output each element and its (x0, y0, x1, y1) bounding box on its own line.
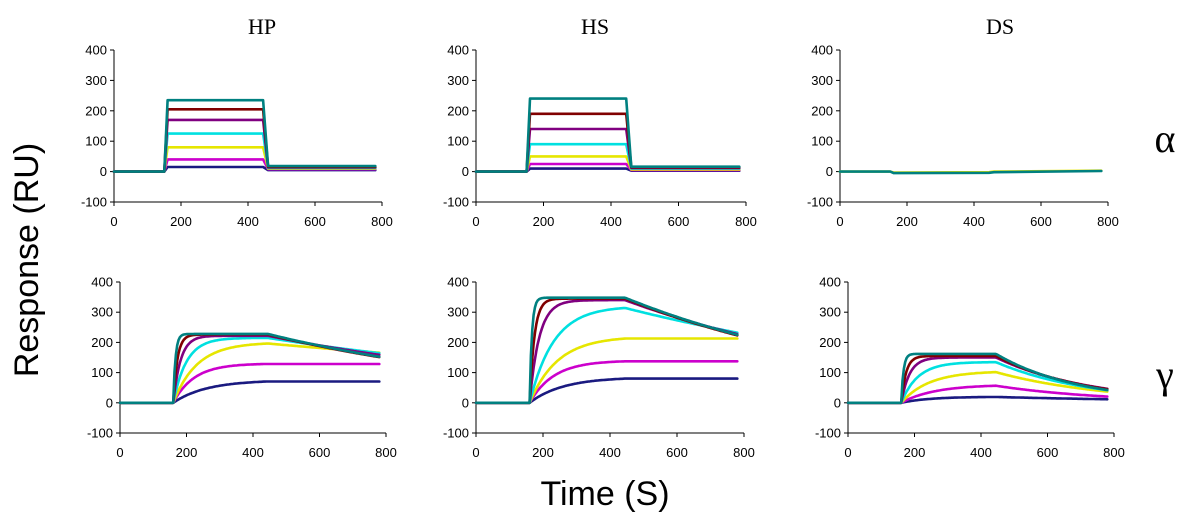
y-tick-label: 200 (85, 103, 107, 118)
y-tick-label: 300 (447, 305, 469, 320)
y-tick-label: 300 (91, 305, 113, 320)
x-tick-label: 800 (1103, 445, 1125, 460)
y-tick-label: -100 (87, 426, 113, 441)
x-tick-label: 400 (600, 214, 622, 229)
y-tick-label: 400 (91, 275, 113, 290)
row-label-gamma: γ (1155, 352, 1174, 397)
y-tick-label: 400 (447, 275, 469, 290)
y-tick-label: 300 (85, 73, 107, 88)
y-tick-label: 100 (85, 134, 107, 149)
x-tick-label: 0 (472, 214, 479, 229)
series-line-7 (846, 352, 1109, 405)
series-line-7 (474, 97, 741, 173)
series-line-7 (112, 98, 377, 173)
x-tick-label: 400 (970, 445, 992, 460)
y-tick-label: 300 (819, 305, 841, 320)
y-tick-label: 300 (811, 73, 833, 88)
column-title-hp: HP (248, 14, 276, 39)
x-tick-label: 200 (532, 445, 554, 460)
series-line-7 (118, 332, 381, 405)
series-line-6 (474, 297, 739, 405)
x-tick-label: 200 (896, 214, 918, 229)
series-line-1 (118, 380, 381, 405)
x-tick-label: 800 (1097, 214, 1119, 229)
x-tick-label: 0 (472, 445, 479, 460)
series-line-3 (474, 337, 739, 405)
y-tick-label: -100 (443, 195, 469, 210)
x-tick-label: 600 (1030, 214, 1052, 229)
y-tick-label: -100 (815, 426, 841, 441)
y-tick-label: 100 (447, 365, 469, 380)
y-tick-label: 200 (819, 335, 841, 350)
x-tick-label: 600 (668, 214, 690, 229)
y-tick-label: 100 (811, 134, 833, 149)
y-axis-label: Response (RU) (8, 143, 46, 377)
y-tick-label: 0 (834, 395, 841, 410)
row-label-alpha: α (1155, 116, 1176, 161)
y-tick-label: 100 (91, 365, 113, 380)
x-tick-label: 200 (904, 445, 926, 460)
series-line-1 (474, 377, 739, 405)
x-tick-label: 800 (371, 214, 393, 229)
y-tick-label: 400 (819, 275, 841, 290)
series-line-2 (838, 169, 1103, 175)
series-line-7 (474, 296, 739, 405)
x-tick-label: 800 (375, 445, 397, 460)
y-tick-label: 200 (447, 103, 469, 118)
x-tick-label: 200 (170, 214, 192, 229)
y-tick-label: 200 (91, 335, 113, 350)
y-tick-label: 100 (447, 134, 469, 149)
x-tick-label: 200 (176, 445, 198, 460)
y-tick-label: 200 (447, 335, 469, 350)
series-line-5 (112, 118, 377, 173)
y-tick-label: 400 (85, 43, 107, 58)
series-line-5 (474, 298, 739, 405)
x-tick-label: 400 (963, 214, 985, 229)
x-tick-label: 0 (844, 445, 851, 460)
y-tick-label: 0 (100, 164, 107, 179)
series-line-2 (474, 360, 739, 405)
x-tick-label: 400 (599, 445, 621, 460)
y-tick-label: 300 (447, 73, 469, 88)
y-tick-label: -100 (81, 195, 107, 210)
y-tick-label: 0 (106, 395, 113, 410)
y-tick-label: 100 (819, 365, 841, 380)
x-axis-label: Time (S) (540, 475, 669, 513)
x-tick-label: 400 (242, 445, 264, 460)
y-tick-label: -100 (443, 426, 469, 441)
x-tick-label: 400 (237, 214, 259, 229)
column-title-hs: HS (581, 14, 609, 39)
y-tick-label: 0 (826, 164, 833, 179)
x-tick-label: 600 (1037, 445, 1059, 460)
y-tick-label: 400 (447, 43, 469, 58)
x-tick-label: 0 (110, 214, 117, 229)
x-tick-label: 0 (836, 214, 843, 229)
y-tick-label: -100 (807, 195, 833, 210)
series-line-4 (474, 306, 739, 405)
x-tick-label: 200 (533, 214, 555, 229)
y-tick-label: 200 (811, 103, 833, 118)
x-tick-label: 600 (666, 445, 688, 460)
series-line-3 (118, 342, 381, 405)
series-line-2 (846, 384, 1109, 405)
x-tick-label: 800 (733, 445, 755, 460)
y-tick-label: 0 (462, 395, 469, 410)
x-tick-label: 800 (735, 214, 757, 229)
x-tick-label: 600 (309, 445, 331, 460)
x-tick-label: 0 (116, 445, 123, 460)
x-tick-label: 600 (304, 214, 326, 229)
y-tick-label: 0 (462, 164, 469, 179)
y-tick-label: 400 (811, 43, 833, 58)
column-title-ds: DS (986, 14, 1014, 39)
